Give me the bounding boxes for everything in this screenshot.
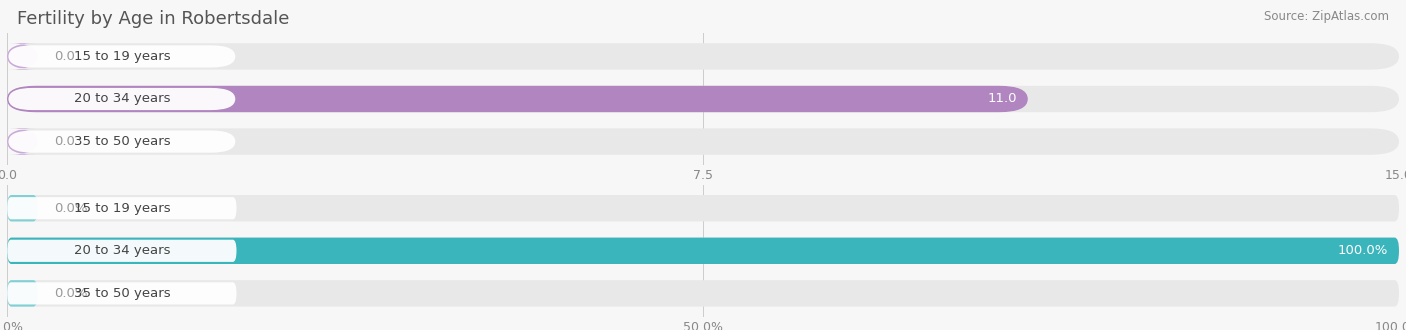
FancyBboxPatch shape [7, 128, 38, 155]
FancyBboxPatch shape [7, 86, 1399, 112]
Text: 0.0%: 0.0% [55, 202, 87, 215]
Text: 100.0%: 100.0% [1337, 244, 1388, 257]
Text: 35 to 50 years: 35 to 50 years [73, 287, 170, 300]
FancyBboxPatch shape [7, 86, 1028, 112]
FancyBboxPatch shape [7, 238, 1399, 264]
FancyBboxPatch shape [8, 130, 235, 153]
Text: 15 to 19 years: 15 to 19 years [73, 50, 170, 63]
FancyBboxPatch shape [7, 280, 38, 307]
Text: 0.0%: 0.0% [55, 287, 87, 300]
FancyBboxPatch shape [7, 280, 1399, 307]
FancyBboxPatch shape [7, 43, 1399, 70]
FancyBboxPatch shape [7, 282, 236, 305]
Text: 15 to 19 years: 15 to 19 years [73, 202, 170, 215]
Text: 20 to 34 years: 20 to 34 years [73, 244, 170, 257]
Text: 0.0: 0.0 [55, 50, 76, 63]
FancyBboxPatch shape [8, 45, 235, 68]
FancyBboxPatch shape [7, 128, 1399, 155]
FancyBboxPatch shape [8, 88, 235, 110]
FancyBboxPatch shape [7, 43, 38, 70]
Text: 35 to 50 years: 35 to 50 years [73, 135, 170, 148]
FancyBboxPatch shape [7, 238, 1399, 264]
FancyBboxPatch shape [7, 197, 236, 219]
Text: 11.0: 11.0 [987, 92, 1017, 106]
FancyBboxPatch shape [7, 195, 38, 221]
Text: Fertility by Age in Robertsdale: Fertility by Age in Robertsdale [17, 10, 290, 28]
Text: 0.0: 0.0 [55, 135, 76, 148]
FancyBboxPatch shape [7, 195, 1399, 221]
Text: Source: ZipAtlas.com: Source: ZipAtlas.com [1264, 10, 1389, 23]
Text: 20 to 34 years: 20 to 34 years [73, 92, 170, 106]
FancyBboxPatch shape [7, 240, 236, 262]
